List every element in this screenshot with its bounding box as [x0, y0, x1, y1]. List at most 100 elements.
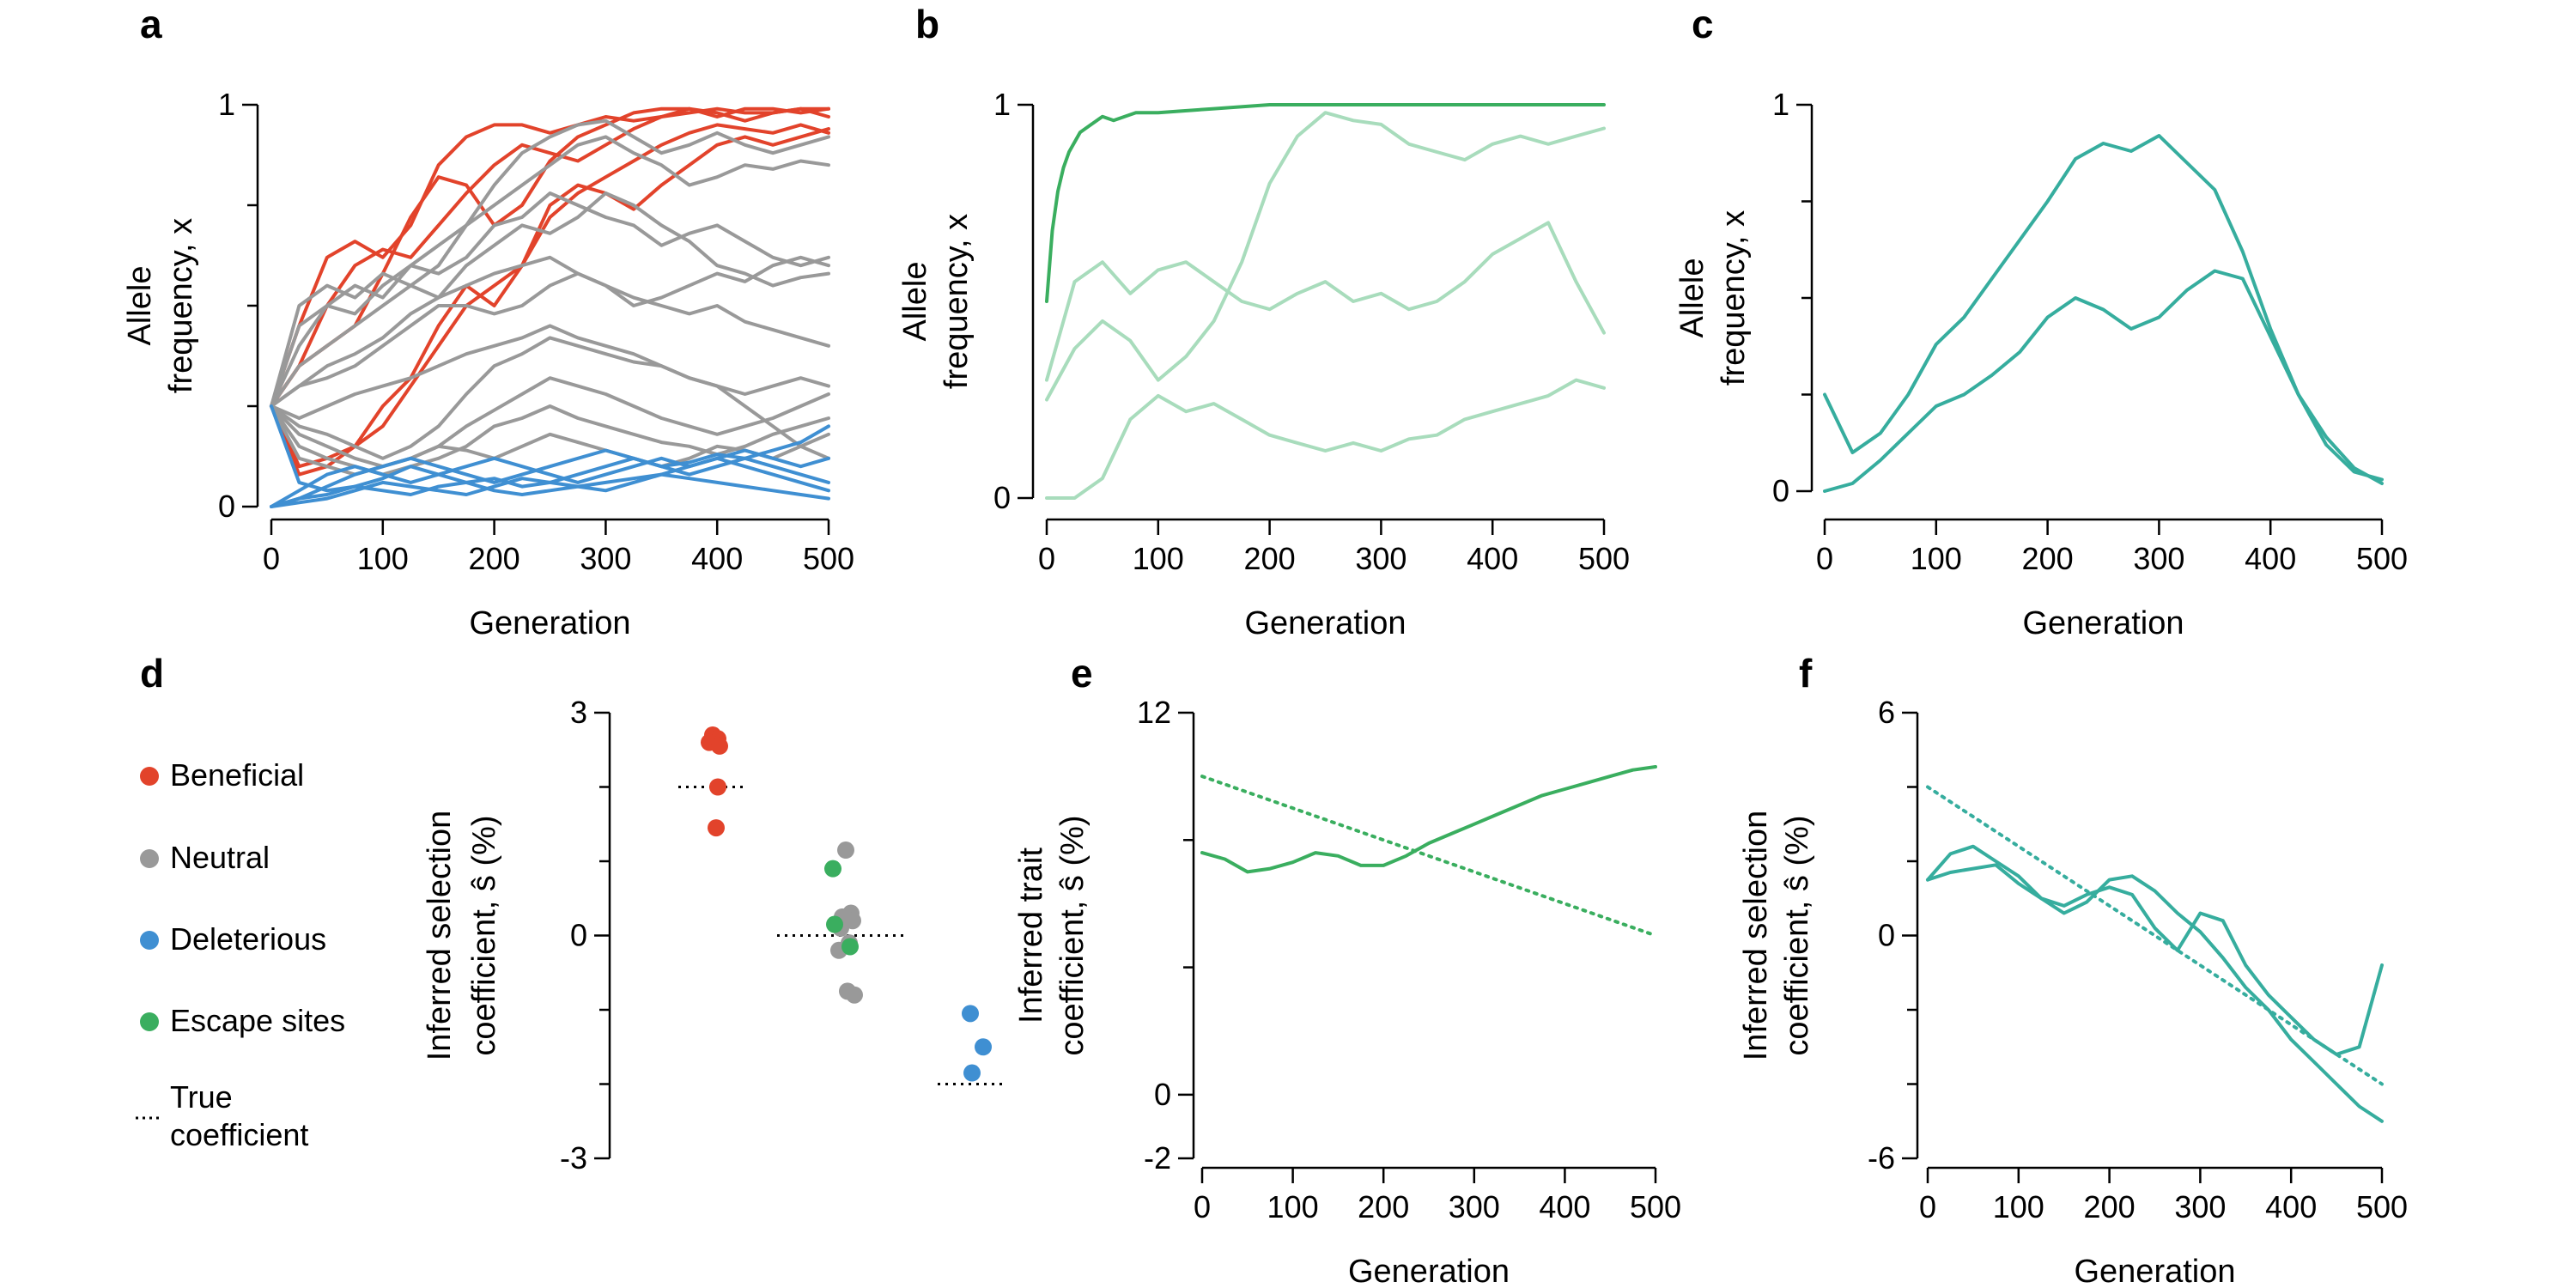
legend-label-deleterious: Deleterious — [170, 921, 326, 957]
y-tick-label-a-0: 0 — [218, 489, 235, 524]
x-tick-label-b-0: 0 — [1038, 541, 1055, 576]
y-axis-label-a-line1: Allele — [122, 266, 158, 346]
x-axis-label-f: Generation — [2074, 1254, 2235, 1288]
x-tick-label-a-3: 300 — [580, 541, 631, 576]
panel-d: -3 0 3 Inferred selection coefficient, ŝ (%) — [422, 695, 1003, 1176]
y-tick-label-f-1: 0 — [1878, 918, 1895, 953]
y-axis-label-f-line1: Inferred selection — [1738, 811, 1774, 1061]
x-tick-label-a-1: 100 — [357, 541, 409, 576]
panel-f: -6 0 6 0 100 200 300 400 500 Generation Inferred s… — [1738, 695, 2408, 1288]
series-line-a-9 — [270, 255, 830, 408]
y-tick-label-e-0: -2 — [1144, 1140, 1171, 1176]
series-line-b-1 — [1045, 111, 1606, 402]
y-axis-label-c-line2: frequency, x — [1716, 210, 1752, 386]
y-tick-label-f-0: -6 — [1868, 1140, 1895, 1176]
panel-letter-f: f — [1799, 651, 1813, 696]
y-tick-label-c-0: 0 — [1772, 473, 1789, 508]
series-line-b-2 — [1045, 221, 1606, 382]
x-tick-label-c-2: 200 — [2022, 541, 2074, 576]
x-axis-label-e: Generation — [1348, 1254, 1510, 1288]
x-tick-label-c-1: 100 — [1911, 541, 1962, 576]
x-tick-label-a-2: 200 — [469, 541, 520, 576]
series-line-a-10 — [270, 255, 830, 408]
x-tick-label-c-5: 500 — [2356, 541, 2408, 576]
series-line-b-0 — [1045, 103, 1606, 303]
legend-label-true-line1: True — [170, 1079, 233, 1115]
y-tick-label-c-1: 1 — [1772, 87, 1789, 122]
y-tick-label-b-0: 0 — [993, 480, 1011, 515]
series-line-e-0 — [1200, 765, 1657, 874]
panel-letter-c: c — [1692, 2, 1714, 46]
x-tick-label-f-4: 400 — [2265, 1189, 2317, 1224]
x-tick-label-a-0: 0 — [263, 541, 280, 576]
x-tick-label-f-2: 200 — [2084, 1189, 2136, 1224]
series-line-a-1 — [270, 106, 830, 408]
y-tick-label-d-2: 3 — [570, 695, 587, 730]
panel-a: 0 1 0 100 200 300 400 500 Generation Allele freque… — [122, 87, 854, 641]
x-tick-label-b-2: 200 — [1244, 541, 1296, 576]
point-neutral-0 — [837, 841, 854, 860]
x-tick-label-b-5: 500 — [1578, 541, 1630, 576]
series-line-a-8 — [270, 191, 830, 408]
legend-marker-deleterious — [140, 931, 159, 950]
series-line-c-0 — [1823, 134, 2384, 482]
y-tick-label-b-1: 1 — [993, 87, 1011, 122]
x-tick-label-b-3: 300 — [1355, 541, 1406, 576]
series-line-c-1 — [1823, 269, 2384, 493]
y-axis-label-c-line1: Allele — [1674, 258, 1710, 338]
y-axis-label-a-line2: frequency, x — [163, 218, 199, 393]
y-axis-label-f-line2: coefficient, ŝ (%) — [1779, 815, 1815, 1055]
series-line-a-4 — [270, 127, 830, 477]
point-beneficial-3 — [711, 737, 728, 755]
point-beneficial-4 — [709, 778, 726, 796]
y-tick-label-e-1: 0 — [1154, 1077, 1171, 1112]
x-tick-label-b-1: 100 — [1133, 541, 1184, 576]
y-axis-label-b-line2: frequency, x — [939, 214, 975, 389]
x-tick-label-f-3: 300 — [2174, 1189, 2226, 1224]
y-axis-label-d-line2: coefficient, ŝ (%) — [466, 815, 502, 1055]
x-tick-label-b-4: 400 — [1467, 541, 1518, 576]
x-tick-label-c-4: 400 — [2245, 541, 2296, 576]
x-tick-label-c-0: 0 — [1816, 541, 1833, 576]
point-escape-sites-2 — [841, 938, 859, 956]
x-axis-label-a: Generation — [469, 605, 630, 641]
y-tick-label-d-1: 0 — [570, 918, 587, 953]
x-tick-label-e-3: 300 — [1449, 1189, 1500, 1224]
legend-label-true-line2: coefficient — [170, 1117, 308, 1152]
legend: Beneficial Neutral Deleterious Escape si… — [136, 757, 345, 1152]
y-tick-label-f-2: 6 — [1878, 695, 1895, 730]
panel-letter-d: d — [140, 651, 164, 696]
y-tick-label-e-2: 12 — [1137, 695, 1171, 730]
panel-letter-e: e — [1071, 651, 1093, 696]
x-tick-label-f-5: 500 — [2356, 1189, 2408, 1224]
point-beneficial-5 — [708, 819, 725, 837]
legend-marker-neutral — [140, 849, 159, 868]
series-line-a-3 — [270, 123, 830, 469]
point-escape-sites-1 — [826, 915, 843, 933]
y-axis-label-e-line1: Inferred trait — [1013, 848, 1049, 1024]
panel-b: 0 1 0 100 200 300 400 500 Generation Allele freque… — [897, 87, 1630, 641]
y-tick-label-a-1: 1 — [218, 87, 235, 122]
panel-letter-b: b — [915, 2, 939, 46]
point-escape-sites-0 — [824, 860, 841, 878]
legend-label-beneficial: Beneficial — [170, 757, 304, 793]
series-line-a-17 — [270, 448, 830, 508]
series-line-a-20 — [270, 456, 830, 508]
x-tick-label-f-1: 100 — [1993, 1189, 2044, 1224]
x-tick-label-f-0: 0 — [1919, 1189, 1936, 1224]
panel-letter-a: a — [140, 2, 162, 46]
y-axis-label-e-line2: coefficient, ŝ (%) — [1054, 815, 1091, 1055]
legend-marker-escape-sites — [140, 1012, 159, 1031]
x-tick-label-e-2: 200 — [1358, 1189, 1409, 1224]
point-deleterious-2 — [963, 1064, 981, 1082]
x-tick-label-a-4: 400 — [691, 541, 743, 576]
series-line-a-7 — [270, 191, 830, 408]
y-axis-label-b-line1: Allele — [897, 262, 933, 342]
series-line-e-1 — [1200, 775, 1657, 938]
legend-label-neutral: Neutral — [170, 840, 270, 875]
series-line-a-15 — [270, 324, 830, 460]
series-line-a-13 — [270, 404, 830, 477]
series-line-a-2 — [270, 106, 830, 408]
x-tick-label-e-5: 500 — [1630, 1189, 1681, 1224]
y-axis-label-d-line1: Inferred selection — [422, 811, 458, 1061]
